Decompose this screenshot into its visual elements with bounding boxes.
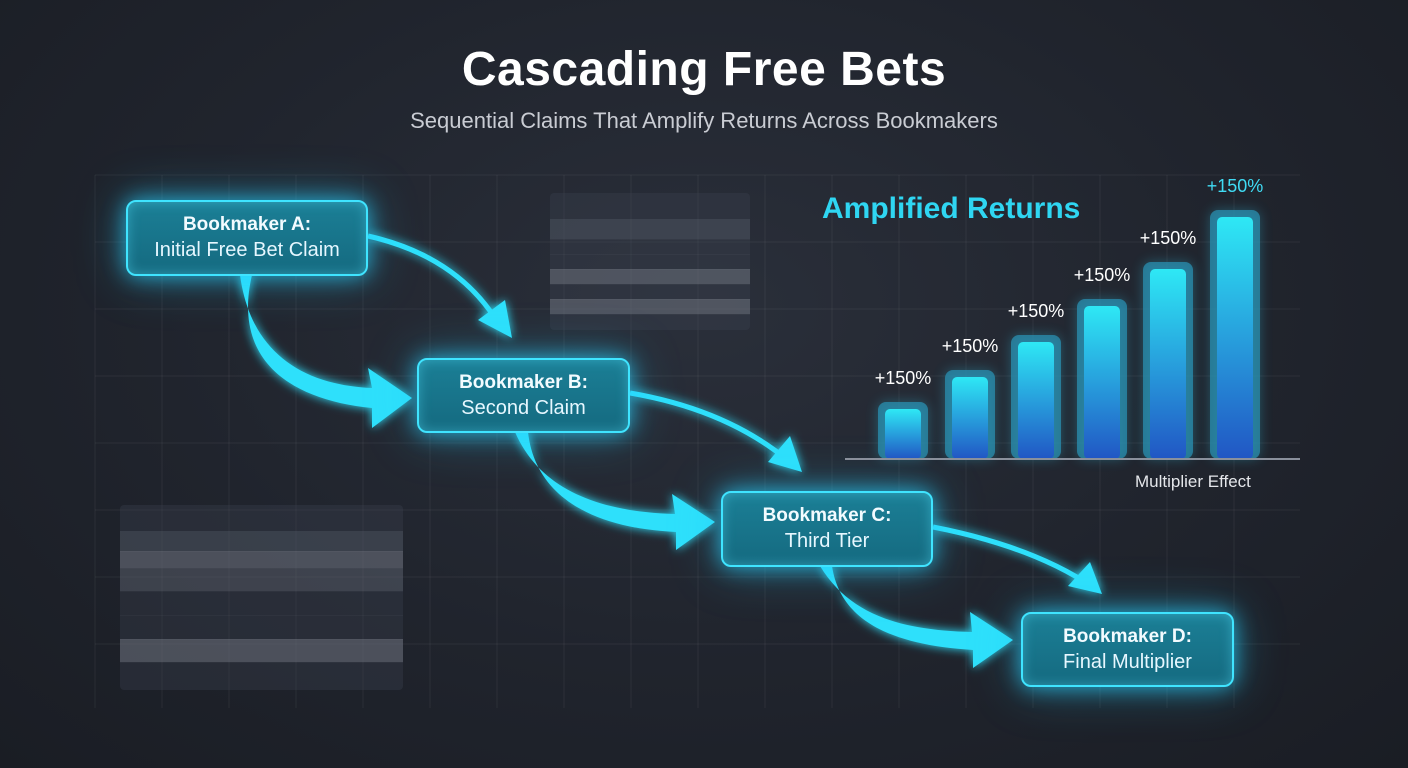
arrowhead-a — [478, 300, 512, 338]
bar-value-label: +150% — [1139, 228, 1197, 248]
bar — [1084, 306, 1120, 459]
thick-arrow-c-to-d — [820, 566, 1013, 668]
node-title: Bookmaker D: — [1063, 625, 1192, 647]
background-table-panel-bottom — [120, 505, 403, 690]
background-table-panel-top — [550, 193, 750, 330]
bar-value-label: +150% — [1007, 301, 1065, 321]
node-title: Bookmaker A: — [182, 214, 312, 235]
thin-arrow-c — [932, 524, 1087, 585]
page-subtitle: Sequential Claims That Amplify Returns A… — [410, 108, 998, 133]
node-subtitle: Third Tier — [784, 530, 870, 552]
flow-node-bookmaker-d: Bookmaker D: Final Multiplier — [1021, 612, 1234, 687]
bar-value-label: +150% — [1073, 265, 1131, 285]
flow-node-bookmaker-c: Bookmaker C: Third Tier — [721, 491, 933, 567]
bar-value-label: +150% — [941, 336, 999, 356]
chart-axis-label: Multiplier Effect — [1135, 472, 1251, 491]
arrowhead-b — [768, 436, 802, 472]
thick-arrow-a-to-b — [240, 275, 412, 428]
thick-arrow-b-to-c — [515, 432, 715, 550]
node-title: Bookmaker B: — [459, 371, 588, 393]
bar — [1150, 269, 1186, 459]
thin-arrow-a — [367, 233, 498, 320]
node-subtitle: Final Multiplier — [1063, 650, 1192, 673]
bar-value-label: +150% — [874, 368, 932, 388]
thin-arrow-b — [629, 390, 787, 460]
flow-node-bookmaker-a: Bookmaker A: Initial Free Bet Claim — [126, 200, 368, 276]
arrowhead-c — [1068, 562, 1102, 594]
bar — [952, 377, 988, 459]
bar-value-label: +150% — [1206, 176, 1264, 196]
flow-node-bookmaker-b: Bookmaker B: Second Claim — [417, 358, 630, 433]
node-subtitle: Second Claim — [461, 396, 586, 419]
page-title: Cascading Free Bets — [461, 43, 947, 96]
bar — [1217, 217, 1253, 459]
bar — [885, 409, 921, 459]
node-subtitle: Initial Free Bet Claim — [154, 239, 340, 261]
bar — [1018, 342, 1054, 459]
chart-title: Amplified Returns — [822, 192, 1081, 225]
node-title: Bookmaker C: — [762, 505, 892, 526]
